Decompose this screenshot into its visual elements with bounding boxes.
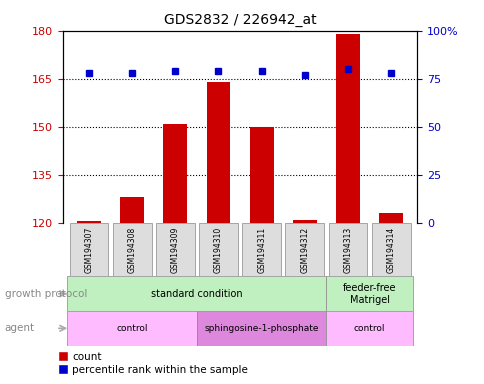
Bar (120, 197, 144, 223)
Bar (67, 311, 197, 346)
Bar (292, 220, 316, 223)
Text: GSM194310: GSM194310 (213, 227, 223, 273)
Text: GSM194311: GSM194311 (257, 227, 266, 273)
Bar (285, 223, 324, 276)
Text: growth protocol: growth protocol (5, 289, 87, 299)
Bar (67, 276, 326, 311)
Bar (328, 223, 367, 276)
Bar (249, 127, 273, 223)
Bar (371, 223, 410, 276)
Bar (198, 223, 238, 276)
Text: standard condition: standard condition (151, 289, 242, 299)
Bar (69, 223, 108, 276)
Bar (326, 311, 412, 346)
Text: sphingosine-1-phosphate: sphingosine-1-phosphate (204, 324, 318, 333)
Bar (155, 223, 195, 276)
Text: GSM194309: GSM194309 (170, 227, 180, 273)
Bar (378, 213, 402, 223)
Text: feeder-free
Matrigel: feeder-free Matrigel (342, 283, 395, 305)
Text: GSM194312: GSM194312 (300, 227, 309, 273)
Text: control: control (353, 324, 385, 333)
Title: GDS2832 / 226942_at: GDS2832 / 226942_at (164, 13, 316, 27)
Text: agent: agent (5, 323, 35, 333)
Bar (206, 82, 230, 223)
Bar (77, 221, 101, 223)
Text: GSM194314: GSM194314 (386, 227, 395, 273)
Text: GSM194308: GSM194308 (127, 227, 136, 273)
Bar (163, 124, 187, 223)
Legend: count, percentile rank within the sample: count, percentile rank within the sample (54, 348, 252, 379)
Bar (112, 223, 151, 276)
Bar (197, 311, 326, 346)
Text: GSM194313: GSM194313 (343, 227, 352, 273)
Bar (335, 34, 359, 223)
Bar (242, 223, 281, 276)
Text: control: control (116, 324, 148, 333)
Text: GSM194307: GSM194307 (84, 227, 93, 273)
Bar (326, 276, 412, 311)
